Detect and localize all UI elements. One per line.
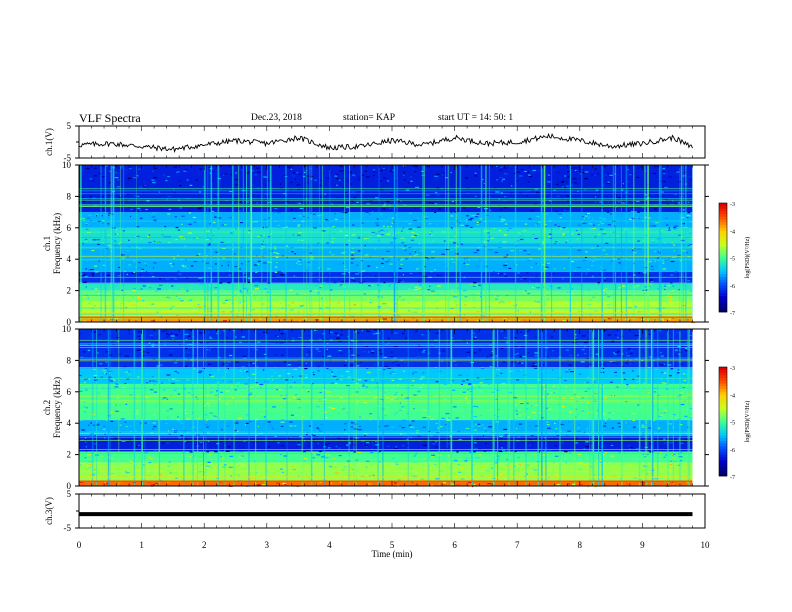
ch1-spectrogram-ylabel: Frequency (kHz) <box>52 213 62 274</box>
ch2-spectrogram-band-3 <box>79 435 693 452</box>
ch2-spectrogram-band-1 <box>79 462 693 482</box>
ch1-spectrogram-band-2 <box>79 290 693 302</box>
ch2-spectrogram-colorbar-tick-4: -7 <box>730 475 735 481</box>
ch1-spectrogram-ytick-label-4: 8 <box>67 191 72 201</box>
ch1-spectrogram-colorbar-tick-3: -6 <box>730 284 735 290</box>
ch1-spectrogram-colorbar <box>718 202 728 313</box>
x-tick-label-7: 7 <box>515 540 520 550</box>
ch2-spectrogram-colorbar-tick-0: -3 <box>730 366 735 372</box>
x-tick-label-0: 0 <box>77 540 82 550</box>
ch1-waveform-ytick-label-1: -5 <box>64 153 72 163</box>
ch1-spectrogram-band-0 <box>79 317 693 322</box>
ch1-spectrogram-heatmap <box>79 165 705 324</box>
x-tick-label-9: 9 <box>640 540 645 550</box>
x-tick-label-2: 2 <box>202 540 207 550</box>
x-tick-label-10: 10 <box>701 540 711 550</box>
ch1-spectrogram-ytick-label-2: 4 <box>67 254 72 264</box>
ch1-spectrogram-ytick-label-5: 10 <box>62 160 72 170</box>
ch2-spectrogram-band-2 <box>79 451 693 463</box>
ch2-spectrogram-band-7 <box>79 329 693 369</box>
ch3-waveform-ylabel: ch.3(V) <box>44 497 54 525</box>
ch1-waveform-trace <box>78 132 693 153</box>
start-ut-label: start UT = 14: 50: 1 <box>438 113 514 123</box>
station-label: station= KAP <box>343 113 396 123</box>
ch1-spectrogram-colorbar-tick-2: -5 <box>730 257 735 263</box>
x-axis-label: Time (min) <box>372 549 413 559</box>
ch1-spectrogram-ytick-label-0: 0 <box>67 317 72 327</box>
ch2-spectrogram-ytick-label-5: 10 <box>62 324 72 334</box>
ch2-spectrogram-colorbar-tick-2: -5 <box>730 421 735 427</box>
ch1-spectrogram-colorbar-tick-0: -3 <box>730 202 735 208</box>
ch2-spectrogram-ytick-label-2: 4 <box>67 418 72 428</box>
ch2-spectrogram-ylabel: Frequency (kHz) <box>52 377 62 438</box>
ch1-waveform-ylabel: ch.1(V) <box>44 128 54 156</box>
ch2-spectrogram-band-0 <box>79 481 693 486</box>
ch1-spectrogram-ylabel-channel: ch.1 <box>42 236 52 251</box>
ch2-spectrogram-colorbar-label: log(PSD)(V²/Hz) <box>744 401 751 442</box>
ch2-spectrogram-ytick-label-3: 6 <box>67 387 72 397</box>
ch1-spectrogram-colorbar-label: log(PSD)(V²/Hz) <box>744 237 751 278</box>
x-tick-label-5: 5 <box>390 540 395 550</box>
ch1-spectrogram-ytick-label-3: 6 <box>67 223 72 233</box>
ch2-spectrogram-ytick-label-0: 0 <box>67 481 72 491</box>
ch1-spectrogram-ytick-label-1: 2 <box>67 286 72 296</box>
ch1-spectrogram-band-3 <box>79 282 693 291</box>
ch1-spectrogram-colorbar-tick-1: -4 <box>730 229 735 235</box>
x-tick-label-4: 4 <box>327 540 332 550</box>
ch3-waveform-frame <box>78 493 706 529</box>
ch3-waveform-ytick-label-1: -5 <box>64 523 72 533</box>
ch2-spectrogram-ytick-label-1: 2 <box>67 450 72 460</box>
ch1-spectrogram-band-6 <box>79 227 693 244</box>
ch2-spectrogram-band-6 <box>79 368 693 384</box>
ch2-spectrogram-ytick-label-4: 8 <box>67 355 72 365</box>
ch2-spectrogram-colorbar-tick-3: -6 <box>730 448 735 454</box>
ch1-spectrogram-band-7 <box>79 212 693 228</box>
ch2-spectrogram-ylabel-channel: ch.2 <box>42 400 52 415</box>
ch3-waveform-ytick-label-0: 5 <box>67 489 72 499</box>
x-tick-label-3: 3 <box>265 540 270 550</box>
ch2-spectrogram-colorbar-tick-1: -4 <box>730 393 735 399</box>
ch1-waveform-ytick-label-0: 5 <box>67 121 72 131</box>
ch2-spectrogram-heatmap <box>79 329 705 488</box>
ch2-spectrogram-colorbar <box>718 366 728 477</box>
plot-title: VLF Spectra <box>79 111 141 125</box>
x-tick-label-6: 6 <box>452 540 457 550</box>
ch1-spectrogram-colorbar-tick-4: -7 <box>730 311 735 317</box>
x-tick-label-1: 1 <box>139 540 144 550</box>
date-label: Dec.23, 2018 <box>251 113 302 123</box>
x-tick-label-8: 8 <box>578 540 583 550</box>
